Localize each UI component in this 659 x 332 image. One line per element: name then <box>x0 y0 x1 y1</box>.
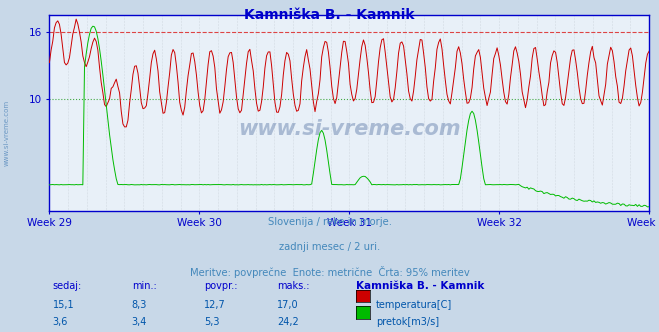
Text: maks.:: maks.: <box>277 281 309 290</box>
Text: sedaj:: sedaj: <box>53 281 82 290</box>
Text: Meritve: povprečne  Enote: metrične  Črta: 95% meritev: Meritve: povprečne Enote: metrične Črta:… <box>190 266 469 278</box>
Text: 3,6: 3,6 <box>53 317 68 327</box>
Text: zadnji mesec / 2 uri.: zadnji mesec / 2 uri. <box>279 242 380 252</box>
Text: povpr.:: povpr.: <box>204 281 238 290</box>
Text: Kamniška B. - Kamnik: Kamniška B. - Kamnik <box>356 281 484 290</box>
Text: 15,1: 15,1 <box>53 300 74 310</box>
Text: temperatura[C]: temperatura[C] <box>376 300 452 310</box>
Text: 3,4: 3,4 <box>132 317 147 327</box>
Text: 5,3: 5,3 <box>204 317 220 327</box>
Text: www.si-vreme.com: www.si-vreme.com <box>238 119 461 138</box>
Text: 8,3: 8,3 <box>132 300 147 310</box>
Text: min.:: min.: <box>132 281 157 290</box>
Text: pretok[m3/s]: pretok[m3/s] <box>376 317 439 327</box>
Text: Slovenija / reke in morje.: Slovenija / reke in morje. <box>268 217 391 227</box>
Text: 24,2: 24,2 <box>277 317 299 327</box>
Text: www.si-vreme.com: www.si-vreme.com <box>3 100 10 166</box>
Text: Kamniška B. - Kamnik: Kamniška B. - Kamnik <box>244 8 415 22</box>
Text: 12,7: 12,7 <box>204 300 226 310</box>
Text: 17,0: 17,0 <box>277 300 299 310</box>
